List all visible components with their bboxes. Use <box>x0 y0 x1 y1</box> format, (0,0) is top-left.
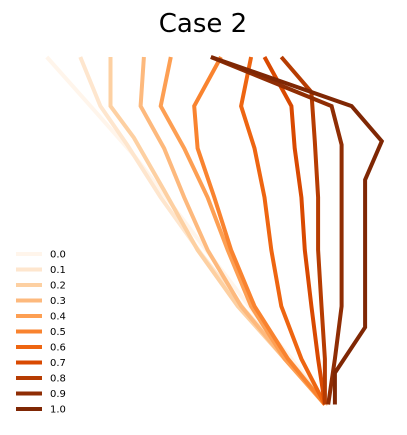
legend: 0.0 0.1 0.2 0.3 0.4 0.5 0.6 0.7 0.8 0.9 1.0 <box>16 250 66 416</box>
chart-title: Case 2 <box>159 9 247 39</box>
series-line-9 <box>210 55 344 405</box>
legend-label-7: 0.7 <box>50 358 66 369</box>
legend-label-0: 0.0 <box>50 250 66 261</box>
series-line-10 <box>210 55 385 405</box>
series-line-7 <box>262 56 327 405</box>
series-line-4 <box>158 56 327 406</box>
legend-label-10: 1.0 <box>50 405 66 416</box>
series-line-8 <box>279 55 327 405</box>
legend-label-6: 0.6 <box>50 343 66 354</box>
legend-label-5: 0.5 <box>50 327 66 338</box>
legend-label-9: 0.9 <box>50 389 66 400</box>
legend-label-4: 0.4 <box>50 312 66 323</box>
legend-label-3: 0.3 <box>50 296 66 307</box>
legend-label-2: 0.2 <box>50 281 66 292</box>
series-line-6 <box>239 56 327 406</box>
series-line-5 <box>192 56 327 406</box>
series-lines <box>45 55 385 406</box>
legend-label-8: 0.8 <box>50 374 66 385</box>
legend-label-1: 0.1 <box>50 265 66 276</box>
